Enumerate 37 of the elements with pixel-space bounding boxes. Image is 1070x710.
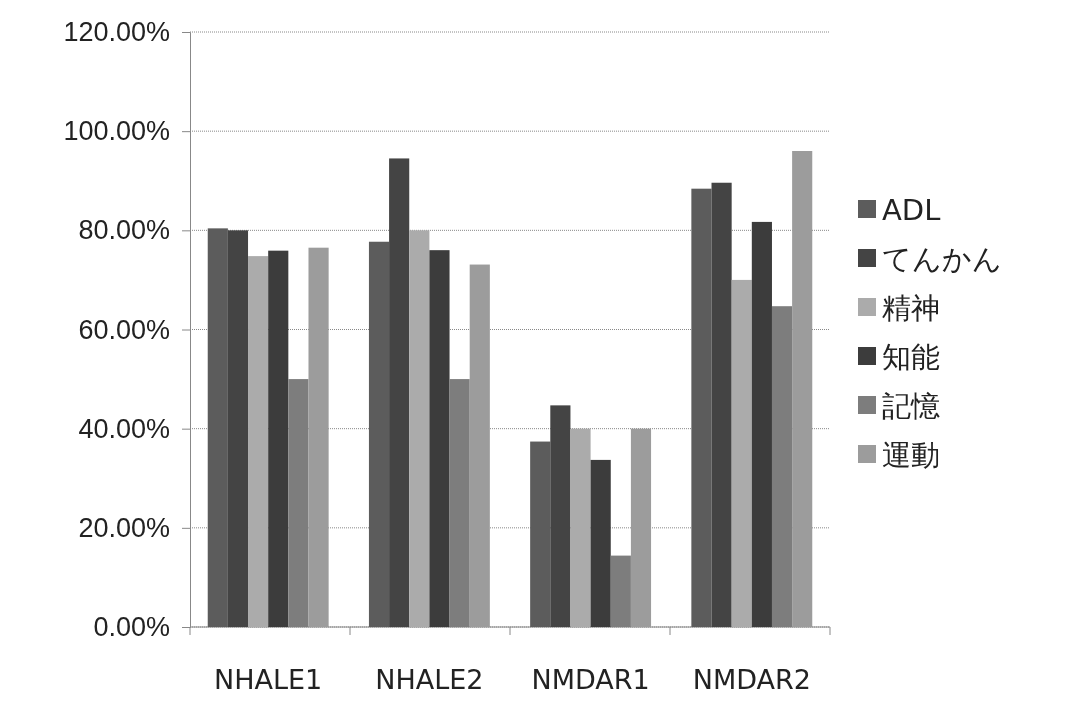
bar bbox=[227, 230, 249, 627]
x-tick-label: NHALE2 bbox=[375, 664, 484, 695]
bar bbox=[389, 158, 410, 627]
x-tick-label: NHALE1 bbox=[214, 664, 323, 695]
bar bbox=[530, 441, 551, 627]
y-tick-label: 0.00% bbox=[93, 612, 170, 643]
bar bbox=[308, 247, 329, 627]
y-tick-label: 40.00% bbox=[78, 413, 170, 444]
y-tick-label: 20.00% bbox=[78, 512, 170, 543]
bar bbox=[409, 230, 430, 627]
bar bbox=[630, 428, 652, 627]
bar bbox=[731, 279, 752, 627]
bar bbox=[751, 221, 772, 627]
bar bbox=[590, 459, 611, 627]
legend-label: 記憶 bbox=[882, 389, 940, 423]
bar bbox=[570, 428, 591, 627]
bar bbox=[469, 264, 490, 627]
x-tick-label: NMDAR1 bbox=[531, 664, 650, 695]
bar bbox=[368, 241, 390, 627]
bar bbox=[207, 228, 228, 627]
bar bbox=[429, 250, 450, 627]
bar bbox=[711, 182, 732, 627]
x-tick-label: NMDAR2 bbox=[692, 664, 811, 695]
bar bbox=[550, 405, 571, 627]
legend-label: てんかん bbox=[882, 242, 1002, 276]
legend-label: ADL bbox=[882, 193, 941, 227]
legend-label: 知能 bbox=[882, 340, 940, 374]
y-tick-label: 80.00% bbox=[78, 215, 170, 246]
legend-label: 運動 bbox=[882, 438, 940, 472]
bar bbox=[792, 151, 813, 627]
y-tick-label: 100.00% bbox=[63, 116, 170, 147]
bar bbox=[268, 250, 289, 627]
legend-label: 精神 bbox=[882, 291, 940, 325]
bar bbox=[248, 256, 269, 627]
bar bbox=[691, 188, 712, 627]
y-tick-label: 120.00% bbox=[63, 17, 170, 48]
y-tick-label: 60.00% bbox=[78, 314, 170, 345]
